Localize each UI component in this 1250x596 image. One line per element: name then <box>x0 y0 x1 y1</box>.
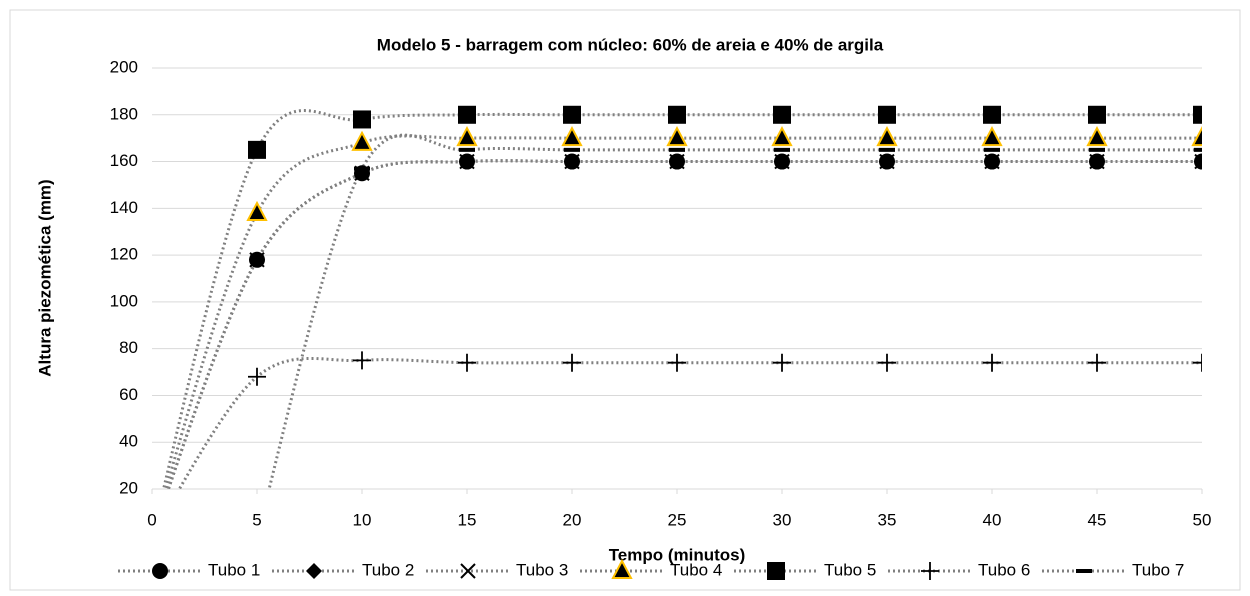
x-tick-label: 5 <box>252 510 261 529</box>
marker <box>249 252 265 268</box>
marker <box>1193 105 1202 124</box>
marker <box>1086 126 1108 147</box>
marker <box>668 105 686 124</box>
series-line <box>164 134 1202 489</box>
marker <box>773 105 791 124</box>
marker <box>767 562 785 580</box>
marker <box>1191 126 1202 147</box>
marker <box>774 153 790 170</box>
x-tick-label: 20 <box>563 510 582 529</box>
marker <box>611 558 633 579</box>
marker <box>773 353 791 372</box>
y-tick-label: 160 <box>110 151 138 170</box>
y-tick-label: 120 <box>110 245 138 264</box>
x-tick-label: 40 <box>983 510 1002 529</box>
marker <box>1088 353 1106 372</box>
legend-label: Tubo 1 <box>208 560 260 579</box>
marker <box>1194 153 1202 170</box>
y-tick-label: 60 <box>119 385 138 404</box>
marker <box>246 200 268 222</box>
chart-title: Modelo 5 - barragem com núcleo: 60% de a… <box>377 35 884 54</box>
x-tick-label: 25 <box>668 510 687 529</box>
series-line <box>166 159 1202 489</box>
plot-area <box>162 105 1202 489</box>
marker <box>564 153 580 170</box>
marker <box>561 126 583 147</box>
marker <box>876 126 898 147</box>
marker <box>878 105 896 124</box>
marker <box>1088 105 1106 124</box>
marker <box>1193 353 1202 372</box>
legend-label: Tubo 3 <box>516 560 568 579</box>
marker <box>981 126 1003 147</box>
x-tick-label: 0 <box>147 510 156 529</box>
marker <box>1089 153 1105 170</box>
marker <box>248 367 266 386</box>
x-tick-label: 50 <box>1193 510 1212 529</box>
x-tick-label: 45 <box>1088 510 1107 529</box>
y-tick-label: 180 <box>110 104 138 123</box>
y-tick-label: 20 <box>119 478 138 497</box>
marker <box>152 563 168 579</box>
y-axis-label: Altura piezomética (mm) <box>35 179 54 376</box>
y-tick-label: 200 <box>110 57 138 76</box>
marker <box>351 130 373 151</box>
marker <box>563 353 581 372</box>
chart-border <box>9 9 1241 591</box>
legend-label: Tubo 2 <box>362 560 414 579</box>
y-tick-label: 100 <box>110 291 138 310</box>
marker <box>668 353 686 372</box>
marker <box>1194 153 1202 170</box>
x-tick-label: 15 <box>458 510 477 529</box>
legend-label: Tubo 6 <box>978 560 1030 579</box>
marker <box>983 105 1001 124</box>
y-tick-label: 80 <box>119 338 138 357</box>
marker <box>878 353 896 372</box>
legend-label: Tubo 4 <box>670 560 722 579</box>
marker <box>669 153 685 170</box>
marker <box>353 110 371 129</box>
marker <box>353 351 371 370</box>
marker <box>879 153 895 170</box>
marker <box>458 353 476 372</box>
x-axis-label: Tempo (minutos) <box>609 545 746 564</box>
legend-label: Tubo 7 <box>1132 560 1184 579</box>
marker <box>921 562 939 580</box>
marker <box>771 126 793 147</box>
marker <box>460 563 476 579</box>
marker <box>248 140 266 159</box>
marker <box>666 126 688 147</box>
marker <box>563 105 581 124</box>
marker <box>456 126 478 147</box>
marker <box>984 153 1000 170</box>
marker <box>983 353 1001 372</box>
x-tick-label: 35 <box>878 510 897 529</box>
marker <box>306 563 322 579</box>
marker <box>458 105 476 124</box>
y-tick-label: 140 <box>110 198 138 217</box>
legend-label: Tubo 5 <box>824 560 876 579</box>
x-tick-label: 10 <box>353 510 372 529</box>
marker <box>459 153 475 170</box>
x-tick-label: 30 <box>773 510 792 529</box>
y-tick-label: 40 <box>119 432 138 451</box>
